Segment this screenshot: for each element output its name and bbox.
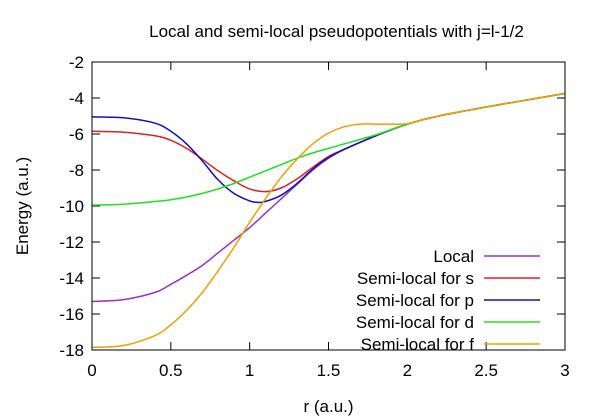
y-tick-label: -8 bbox=[69, 161, 84, 180]
y-tick-label: -4 bbox=[69, 89, 84, 108]
legend: Local Semi-local for s Semi-local for p Sem… bbox=[356, 247, 540, 354]
y-tick-label: -6 bbox=[69, 125, 84, 144]
x-tick-label: 0 bbox=[87, 361, 96, 380]
y-tick-label: -2 bbox=[69, 53, 84, 72]
y-tick-label: -10 bbox=[59, 197, 84, 216]
series-line-1 bbox=[91, 92, 566, 303]
x-tick-label: 3 bbox=[560, 361, 569, 380]
series-line-4 bbox=[91, 92, 566, 206]
x-tick-label: 1 bbox=[245, 361, 254, 380]
chart-title: Local and semi-local pseudopotentials wi… bbox=[149, 22, 524, 41]
legend-label: Semi-local for d bbox=[356, 313, 474, 332]
x-axis-label: r (a.u.) bbox=[303, 397, 353, 416]
plot-frame bbox=[91, 61, 566, 351]
x-tick-label: 2 bbox=[403, 361, 412, 380]
y-tick-label: -18 bbox=[59, 341, 84, 360]
y-axis-label: Energy (a.u.) bbox=[13, 157, 32, 255]
legend-label: Semi-local for s bbox=[357, 269, 474, 288]
y-tick-label: -14 bbox=[59, 269, 84, 288]
y-tick-label: -12 bbox=[59, 233, 84, 252]
legend-label: Local bbox=[433, 247, 474, 266]
legend-label: Semi-local for f bbox=[361, 335, 475, 354]
x-tick-label: 0.5 bbox=[159, 361, 183, 380]
series-line-2 bbox=[91, 92, 566, 193]
axis-ticks: 0 0.5 1 1.5 2 2.5 3 -18 -16 -14 -12 -10 -8 -6 -4 -2 bbox=[59, 53, 569, 380]
plot-area bbox=[91, 92, 566, 349]
y-tick-label: -16 bbox=[59, 305, 84, 324]
series-line-5 bbox=[91, 92, 566, 349]
x-tick-label: 1.5 bbox=[317, 361, 341, 380]
legend-label: Semi-local for p bbox=[356, 291, 474, 310]
x-tick-label: 2.5 bbox=[474, 361, 498, 380]
